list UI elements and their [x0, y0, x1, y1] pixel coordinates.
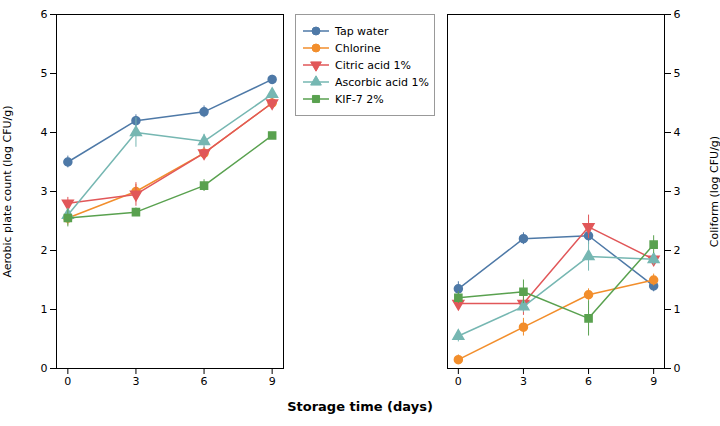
- svg-text:4: 4: [41, 126, 48, 139]
- svg-text:5: 5: [41, 67, 48, 80]
- html-text:Chlorine: Chlorine: [335, 41, 381, 55]
- svg-text:3: 3: [41, 185, 48, 198]
- svg-text:0: 0: [64, 375, 71, 388]
- svg-text:6: 6: [585, 375, 592, 388]
- html-text:Ascorbic acid 1%: Ascorbic acid 1%: [335, 75, 429, 89]
- svg-text:9: 9: [650, 375, 657, 388]
- svg-text:1: 1: [674, 303, 681, 316]
- svg-text:3: 3: [132, 375, 139, 388]
- svg-text:6: 6: [41, 8, 48, 21]
- html-text:Citric acid 1%: Citric acid 1%: [335, 58, 411, 72]
- svg-text:4: 4: [674, 126, 681, 139]
- svg-text:2: 2: [41, 244, 48, 257]
- svg-text:9: 9: [269, 375, 276, 388]
- svg-text:0: 0: [41, 362, 48, 375]
- html-text:KIF-7 2%: KIF-7 2%: [335, 92, 384, 106]
- html-text:Storage time (days): Storage time (days): [287, 399, 433, 414]
- html-text:Tap water: Tap water: [335, 24, 389, 38]
- svg-text:3: 3: [520, 375, 527, 388]
- svg-text:6: 6: [201, 375, 208, 388]
- svg-text:6: 6: [674, 8, 681, 21]
- svg-text:2: 2: [674, 244, 681, 257]
- svg-text:Aerobic plate count (log CFU/g: Aerobic plate count (log CFU/g): [1, 105, 14, 277]
- svg-text:Coliform (log CFU/g): Coliform (log CFU/g): [708, 136, 720, 247]
- svg-text:3: 3: [674, 185, 681, 198]
- svg-text:0: 0: [455, 375, 462, 388]
- svg-text:1: 1: [41, 303, 48, 316]
- svg-text:5: 5: [674, 67, 681, 80]
- svg-text:0: 0: [674, 362, 681, 375]
